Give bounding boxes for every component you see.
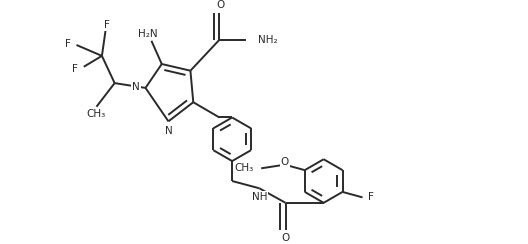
Text: O: O <box>216 0 224 10</box>
Text: F: F <box>103 20 109 30</box>
Text: N: N <box>132 82 140 92</box>
Text: NH: NH <box>252 192 267 202</box>
Text: CH₃: CH₃ <box>234 163 253 173</box>
Text: F: F <box>368 192 374 202</box>
Text: O: O <box>281 157 289 167</box>
Text: NH₂: NH₂ <box>258 35 277 45</box>
Text: CH₃: CH₃ <box>86 109 105 119</box>
Text: F: F <box>72 64 78 74</box>
Text: O: O <box>281 233 290 243</box>
Text: N: N <box>165 126 172 136</box>
Text: H₂N: H₂N <box>138 29 157 39</box>
Text: F: F <box>65 39 71 49</box>
